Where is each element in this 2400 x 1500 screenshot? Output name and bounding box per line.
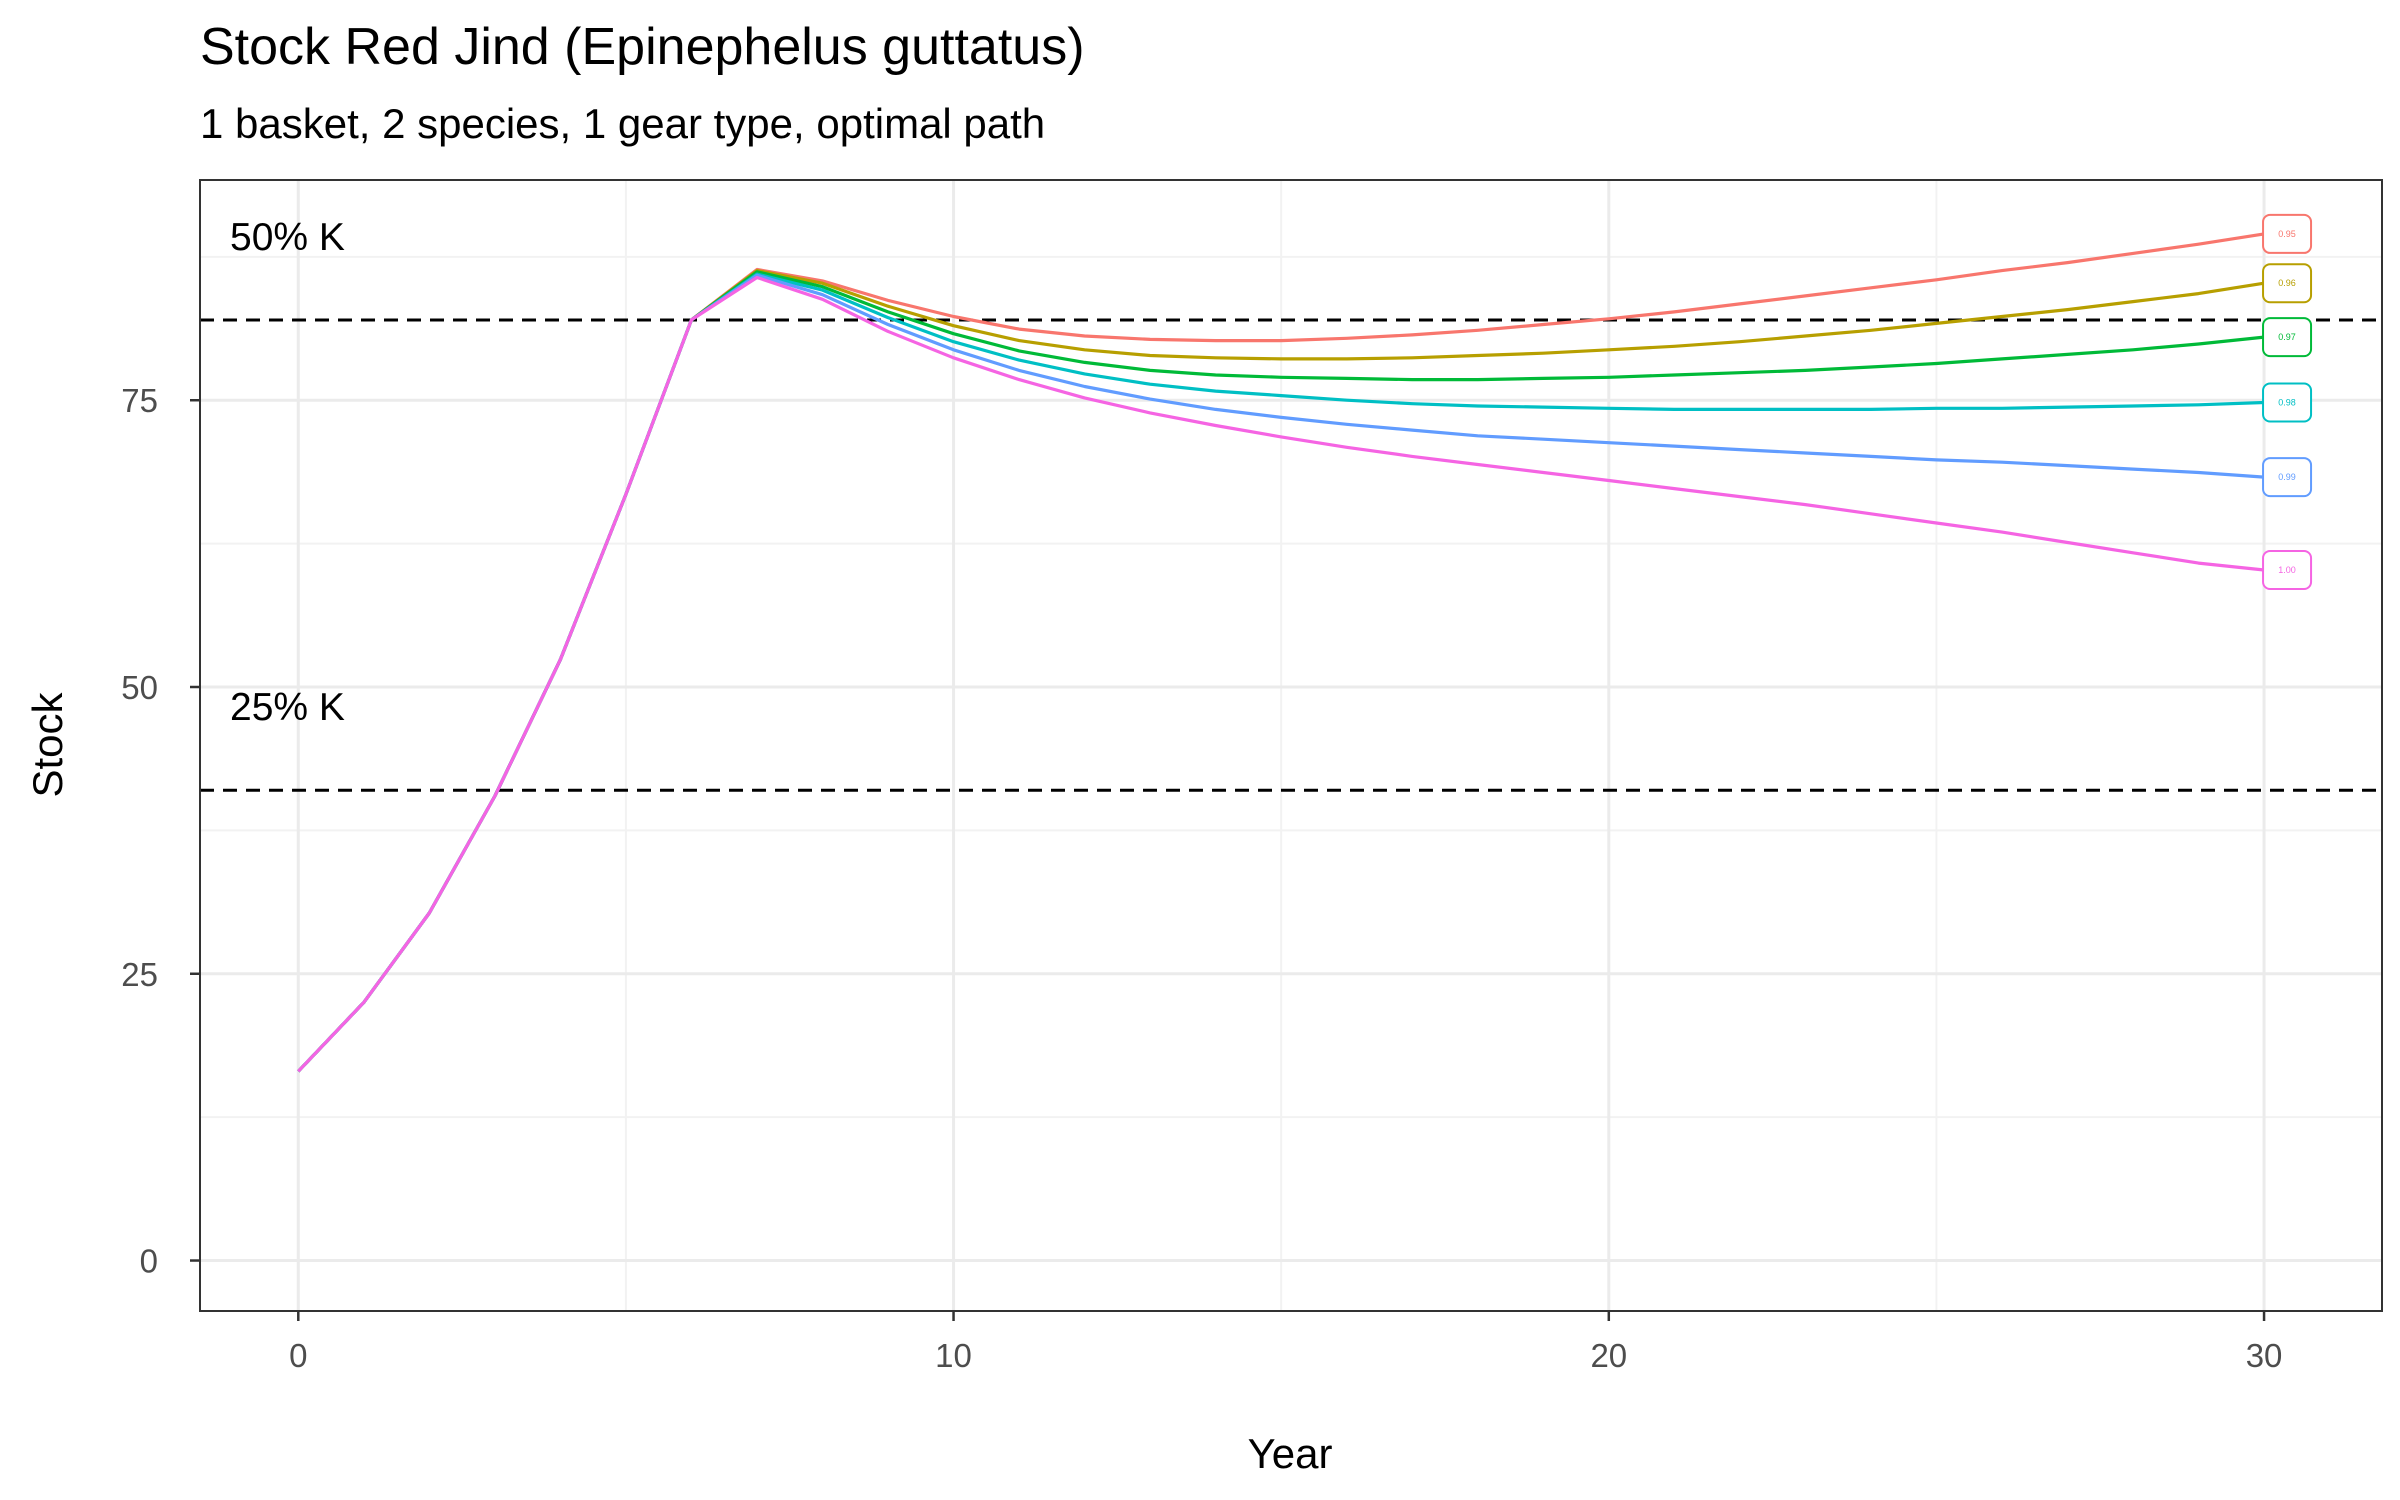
series-end-label: 0.96 xyxy=(2262,263,2313,304)
x-tick-label: 20 xyxy=(1590,1337,1627,1374)
y-axis-title: Stock xyxy=(24,691,71,797)
series-end-label: 0.99 xyxy=(2262,457,2313,498)
series-line xyxy=(297,275,2265,1073)
x-axis-title: Year xyxy=(1248,1430,1333,1477)
svg-text:0.96: 0.96 xyxy=(2278,278,2296,288)
y-tick-label: 0 xyxy=(140,1243,158,1280)
svg-text:0.97: 0.97 xyxy=(2278,332,2296,342)
x-tick-label: 10 xyxy=(935,1337,972,1374)
axes: 0 10 20 30 0 25 50 75 xyxy=(121,382,2282,1374)
y-tick-label: 75 xyxy=(121,382,158,419)
series-end-label: 1.00 xyxy=(2262,550,2313,590)
reference-lines: 50% K 25% K xyxy=(200,216,2382,792)
series-end-label: 0.98 xyxy=(2262,382,2313,423)
chart-subtitle: 1 basket, 2 species, 1 gear type, optima… xyxy=(200,100,1045,147)
x-tick-label: 30 xyxy=(2246,1337,2283,1374)
svg-text:0.99: 0.99 xyxy=(2278,472,2296,482)
plot-border xyxy=(199,179,2383,1312)
grid-lines xyxy=(200,180,2382,1311)
reference-line-label: 50% K xyxy=(230,216,345,259)
svg-text:0.95: 0.95 xyxy=(2278,229,2296,239)
x-tick-label: 0 xyxy=(289,1337,307,1374)
series-end-label: 0.95 xyxy=(2262,213,2313,254)
chart-title: Stock Red Jind (Epinephelus guttatus) xyxy=(200,18,1085,76)
svg-text:0.98: 0.98 xyxy=(2278,398,2296,408)
reference-line-label: 25% K xyxy=(230,686,345,729)
series-end-labels: 0.95 0.96 0.97 0.98 0.99 1.00 xyxy=(2262,213,2313,590)
series-lines xyxy=(297,232,2265,1073)
y-tick-label: 50 xyxy=(121,669,158,706)
y-tick-label: 25 xyxy=(121,956,158,993)
svg-text:1.00: 1.00 xyxy=(2278,565,2296,575)
series-end-label: 0.97 xyxy=(2262,317,2313,358)
